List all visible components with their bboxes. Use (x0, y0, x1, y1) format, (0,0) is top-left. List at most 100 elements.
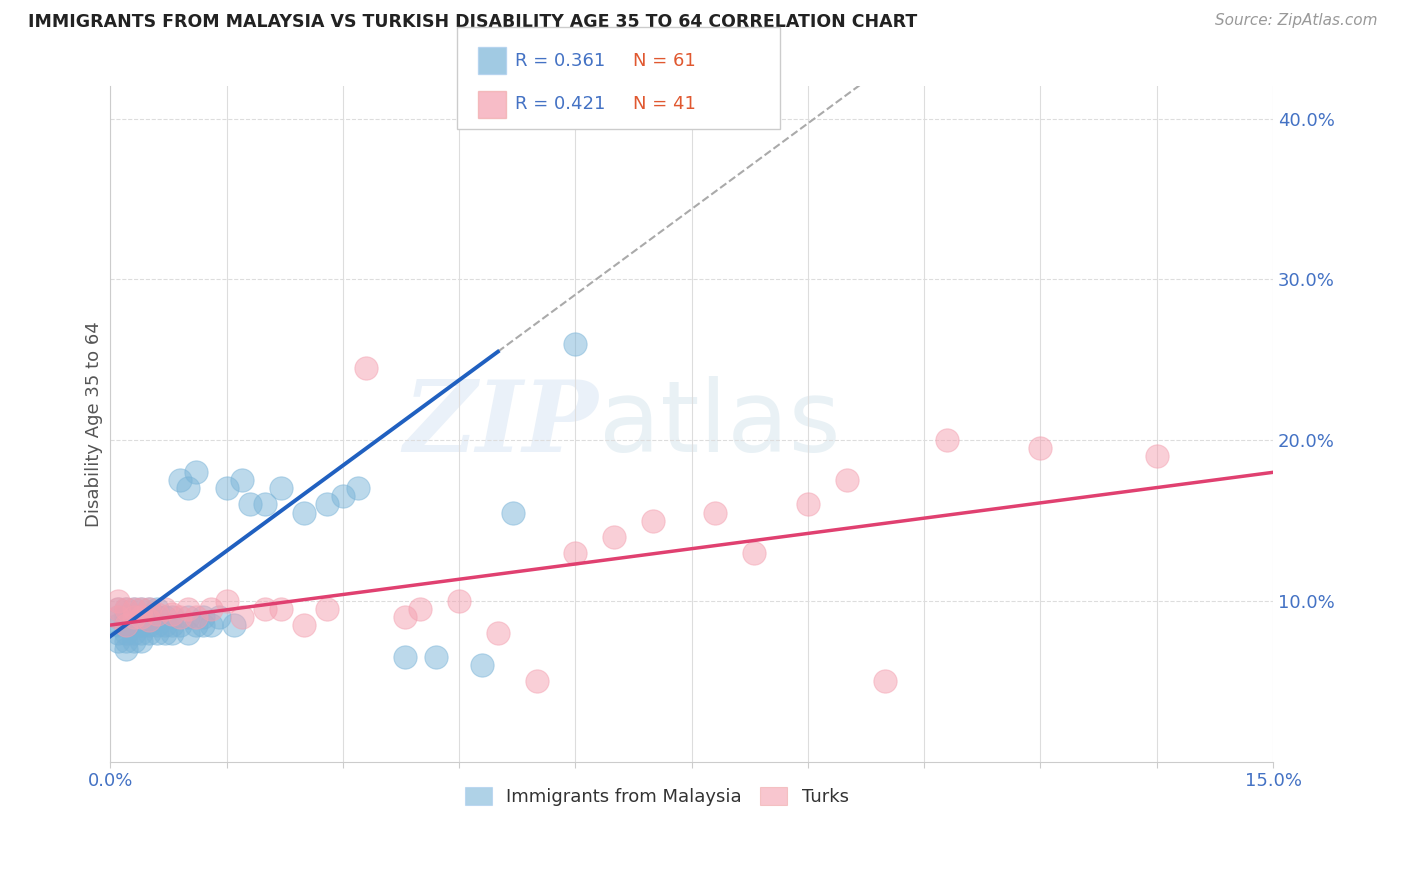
Point (184, 610, 207, 624)
Point (177, 626, 200, 640)
Text: N = 41: N = 41 (633, 95, 696, 113)
Point (122, 610, 145, 624)
Point (486, 626, 509, 640)
Point (316, 498, 339, 512)
Text: Source: ZipAtlas.com: Source: ZipAtlas.com (1215, 13, 1378, 29)
Point (742, 546, 765, 560)
Point (146, 618, 169, 632)
Point (107, 618, 129, 632)
Point (153, 626, 176, 640)
Point (122, 634, 145, 648)
Point (146, 607, 169, 621)
Point (122, 610, 145, 624)
Point (177, 482, 200, 496)
Point (184, 618, 207, 632)
Point (122, 626, 145, 640)
Text: N = 61: N = 61 (633, 52, 696, 70)
Point (193, 610, 215, 624)
Point (526, 674, 548, 689)
Point (270, 482, 292, 496)
Text: ZIP: ZIP (404, 376, 599, 473)
Point (129, 602, 152, 616)
Text: IMMIGRANTS FROM MALAYSIA VS TURKISH DISABILITY AGE 35 TO 64 CORRELATION CHART: IMMIGRANTS FROM MALAYSIA VS TURKISH DISA… (28, 13, 917, 31)
Point (162, 618, 184, 632)
Point (114, 602, 136, 616)
Point (354, 360, 377, 375)
Point (347, 482, 370, 496)
Point (239, 498, 262, 512)
Point (107, 602, 129, 616)
Point (146, 610, 169, 624)
Point (153, 618, 176, 632)
Point (936, 433, 959, 447)
Point (129, 626, 152, 640)
Point (603, 530, 626, 544)
Point (224, 618, 246, 632)
Point (215, 594, 238, 608)
Point (138, 613, 160, 627)
Point (254, 498, 277, 512)
Legend: Immigrants from Malaysia, Turks: Immigrants from Malaysia, Turks (458, 780, 856, 814)
Point (292, 618, 315, 632)
Point (703, 506, 725, 520)
Point (169, 610, 191, 624)
Point (138, 626, 160, 640)
Point (138, 610, 160, 624)
Point (107, 594, 129, 608)
Point (564, 336, 586, 351)
Point (107, 634, 129, 648)
Point (394, 650, 416, 665)
Point (162, 610, 184, 624)
Point (797, 498, 820, 512)
Point (153, 610, 176, 624)
Point (875, 674, 897, 689)
Point (184, 465, 207, 479)
Point (138, 602, 160, 616)
Point (177, 610, 200, 624)
Point (129, 610, 152, 624)
Point (114, 610, 136, 624)
Point (114, 642, 136, 657)
Text: atlas: atlas (599, 376, 841, 473)
Point (169, 618, 191, 632)
Point (316, 602, 339, 616)
Y-axis label: Disability Age 35 to 64: Disability Age 35 to 64 (86, 321, 103, 527)
Point (129, 602, 152, 616)
Point (146, 602, 169, 616)
Point (107, 610, 129, 624)
Text: R = 0.421: R = 0.421 (515, 95, 605, 113)
Point (107, 602, 129, 616)
Point (146, 626, 169, 640)
Point (129, 618, 152, 632)
Point (129, 610, 152, 624)
Point (1146, 449, 1168, 463)
Point (471, 658, 494, 673)
Point (449, 594, 471, 608)
Point (162, 626, 184, 640)
Point (200, 618, 222, 632)
Text: R = 0.361: R = 0.361 (515, 52, 605, 70)
Point (138, 618, 160, 632)
Point (835, 474, 858, 488)
Point (107, 610, 129, 624)
Point (254, 602, 277, 616)
Point (169, 474, 191, 488)
Point (122, 602, 145, 616)
Point (1029, 441, 1052, 455)
Point (177, 602, 200, 616)
Point (292, 506, 315, 520)
Point (114, 626, 136, 640)
Point (122, 602, 145, 616)
Point (138, 602, 160, 616)
Point (114, 634, 136, 648)
Point (200, 602, 222, 616)
Point (193, 618, 215, 632)
Point (231, 474, 253, 488)
Point (114, 618, 136, 632)
Point (153, 602, 176, 616)
Point (270, 602, 292, 616)
Point (107, 626, 129, 640)
Point (215, 482, 238, 496)
Point (114, 602, 136, 616)
Point (231, 610, 253, 624)
